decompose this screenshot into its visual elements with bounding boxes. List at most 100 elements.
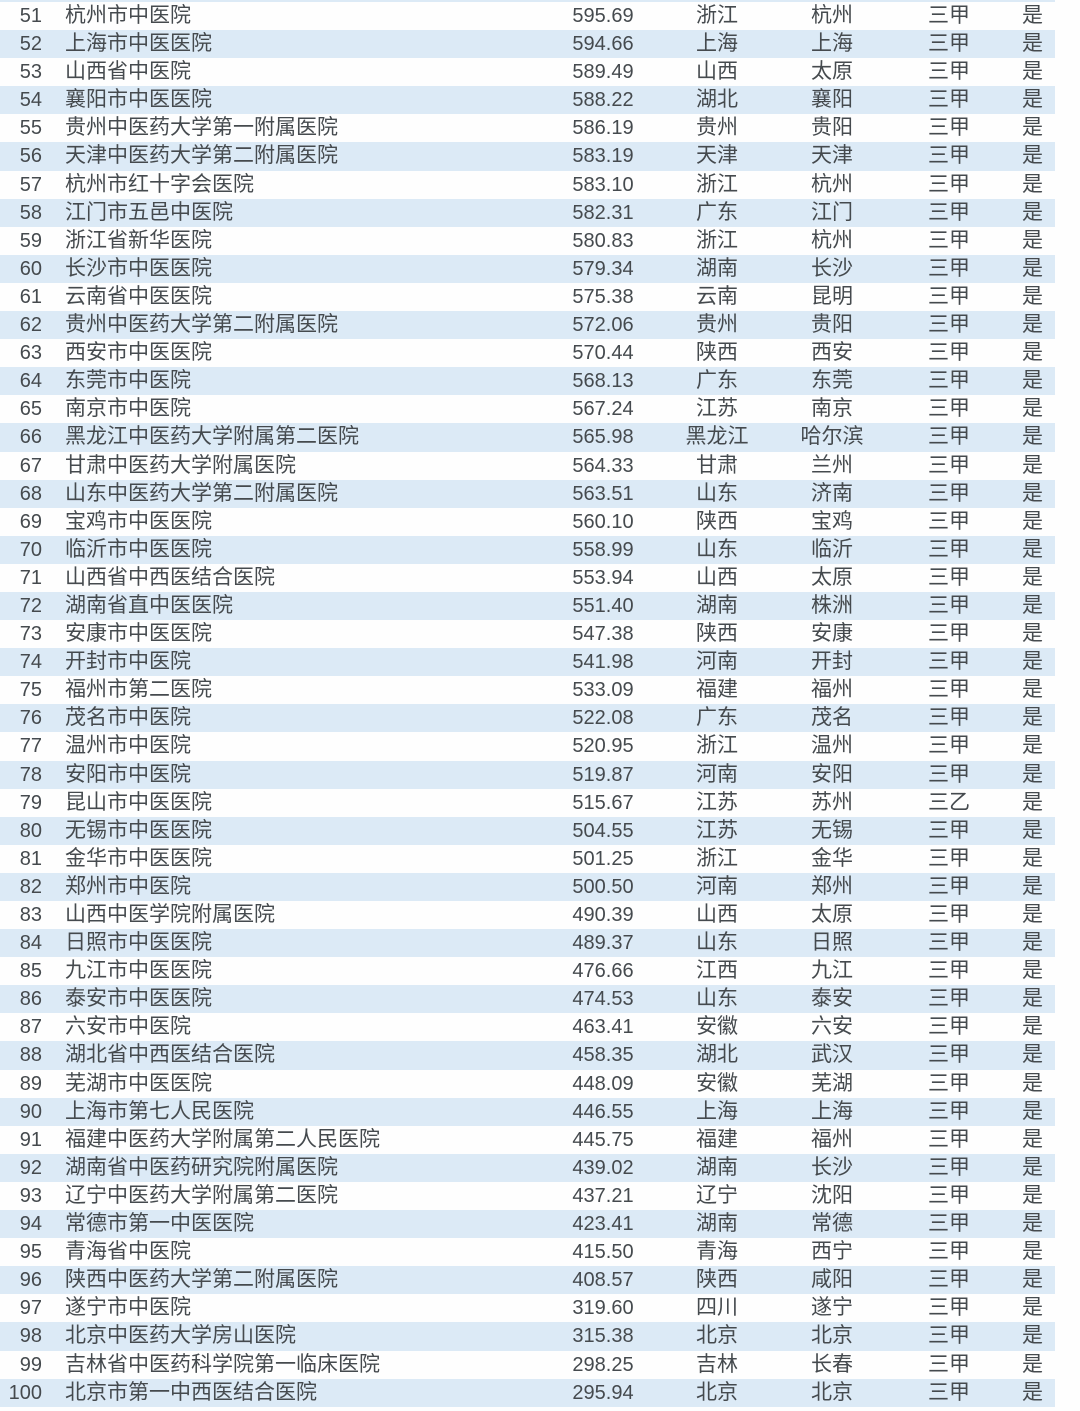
tier3-flag-cell: 是 [1022,903,1043,926]
tier3-flag-cell: 是 [1022,874,1043,898]
hospital-name-cell: 西安市中医医院 [65,341,212,365]
rank-cell: 81 [19,847,42,870]
city-cell: 临沂 [811,537,853,561]
tier3-flag-cell: 是 [1022,425,1043,449]
city-cell: 杭州 [811,172,853,196]
grade-cell: 三甲 [928,144,970,168]
province-cell: 广东 [696,369,738,393]
rank-cell: 70 [19,538,42,561]
table-row: 82 郑州市中医院 500.50 河南 郑州 三甲 是 [0,872,1055,901]
city-cell: 济南 [811,481,853,505]
table-row: 83 山西中医学院附属医院 490.39 山西 太原 三甲 是 [0,901,1055,929]
city-cell: 泰安 [811,987,853,1011]
score-cell: 295.94 [572,1381,634,1404]
tier3-flag-cell: 是 [1022,369,1043,393]
province-cell: 陕西 [696,1268,738,1292]
tier3-flag-cell: 是 [1022,341,1043,365]
score-cell: 560.10 [572,510,634,533]
city-cell: 咸阳 [811,1268,853,1292]
score-cell: 563.51 [572,482,634,505]
table-row: 56 天津中医药大学第二附属医院 583.19 天津 天津 三甲 是 [0,142,1055,171]
hospital-name-cell: 江门市五邑中医院 [65,200,233,224]
city-cell: 贵阳 [811,116,853,140]
tier3-flag-cell: 是 [1022,1043,1043,1067]
rank-cell: 83 [19,904,42,926]
grade-cell: 三甲 [928,1015,970,1039]
province-cell: 湖南 [696,1212,738,1236]
city-cell: 长沙 [811,256,853,280]
score-cell: 594.66 [572,33,634,56]
province-cell: 福建 [696,678,738,702]
grade-cell: 三甲 [928,60,970,84]
city-cell: 长春 [811,1352,853,1376]
hospital-name-cell: 甘肃中医药大学附属医院 [65,453,296,477]
city-cell: 杭州 [811,228,853,252]
score-cell: 553.94 [572,566,634,589]
table-row: 66 黑龙江中医药大学附属第二医院 565.98 黑龙江 哈尔滨 三甲 是 [0,423,1055,452]
score-cell: 582.31 [572,201,634,224]
rank-cell: 84 [19,932,42,955]
tier3-flag-cell: 是 [1022,172,1043,196]
city-cell: 安阳 [811,762,853,786]
tier3-flag-cell: 是 [1022,734,1043,758]
rank-cell: 100 [8,1381,42,1404]
score-cell: 565.98 [572,426,634,449]
province-cell: 山西 [696,903,738,926]
rank-cell: 63 [19,342,42,365]
score-cell: 564.33 [572,454,634,477]
city-cell: 宝鸡 [811,509,853,533]
hospital-name-cell: 吉林省中医药科学院第一临床医院 [65,1352,380,1376]
city-cell: 江门 [811,200,853,224]
rank-cell: 90 [19,1100,42,1123]
rank-cell: 69 [19,510,42,533]
tier3-flag-cell: 是 [1022,481,1043,505]
city-cell: 北京 [811,1324,853,1348]
table-row: 69 宝鸡市中医医院 560.10 陕西 宝鸡 三甲 是 [0,508,1055,536]
hospital-name-cell: 湖北省中西医结合医院 [65,1043,275,1067]
hospital-name-cell: 天津中医药大学第二附属医院 [65,144,338,168]
table-row: 93 辽宁中医药大学附属第二医院 437.21 辽宁 沈阳 三甲 是 [0,1182,1055,1210]
city-cell: 北京 [811,1380,853,1404]
score-cell: 570.44 [572,342,634,365]
province-cell: 安徽 [696,1071,738,1095]
province-cell: 山东 [696,931,738,955]
province-cell: 山西 [696,60,738,84]
table-row: 64 东莞市中医院 568.13 广东 东莞 三甲 是 [0,367,1055,396]
table-row: 59 浙江省新华医院 580.83 浙江 杭州 三甲 是 [0,227,1055,255]
grade-cell: 三甲 [928,734,970,758]
city-cell: 沈阳 [811,1183,853,1207]
hospital-name-cell: 北京市第一中西医结合医院 [65,1380,317,1404]
rank-cell: 94 [19,1213,42,1236]
table-row: 80 无锡市中医医院 504.55 江苏 无锡 三甲 是 [0,816,1055,845]
province-cell: 北京 [696,1324,738,1348]
city-cell: 上海 [811,32,853,56]
score-cell: 445.75 [572,1128,634,1151]
rank-cell: 79 [19,791,42,814]
hospital-name-cell: 山西省中西医结合医院 [65,565,275,589]
score-cell: 595.69 [572,5,634,27]
province-cell: 上海 [696,32,738,56]
previous-row-bottom-edge [0,0,1055,2]
table-row: 81 金华市中医医院 501.25 浙江 金华 三甲 是 [0,845,1055,873]
grade-cell: 三甲 [928,425,970,449]
score-cell: 547.38 [572,623,634,646]
rank-cell: 96 [19,1269,42,1292]
grade-cell: 三甲 [928,1099,970,1123]
hospital-name-cell: 辽宁中医药大学附属第二医院 [65,1183,338,1207]
tier3-flag-cell: 是 [1022,593,1043,617]
score-cell: 500.50 [572,875,634,898]
rank-cell: 51 [19,5,42,27]
table-row: 52 上海市中医医院 594.66 上海 上海 三甲 是 [0,30,1055,59]
province-cell: 浙江 [696,4,738,27]
province-cell: 山东 [696,537,738,561]
score-cell: 437.21 [572,1184,634,1207]
city-cell: 昆明 [811,284,853,308]
hospital-name-cell: 长沙市中医医院 [65,256,212,280]
grade-cell: 三甲 [928,1324,970,1348]
rank-cell: 74 [19,651,42,674]
province-cell: 陕西 [696,341,738,365]
tier3-flag-cell: 是 [1022,650,1043,674]
province-cell: 山东 [696,481,738,505]
tier3-flag-cell: 是 [1022,509,1043,533]
grade-cell: 三甲 [928,537,970,561]
